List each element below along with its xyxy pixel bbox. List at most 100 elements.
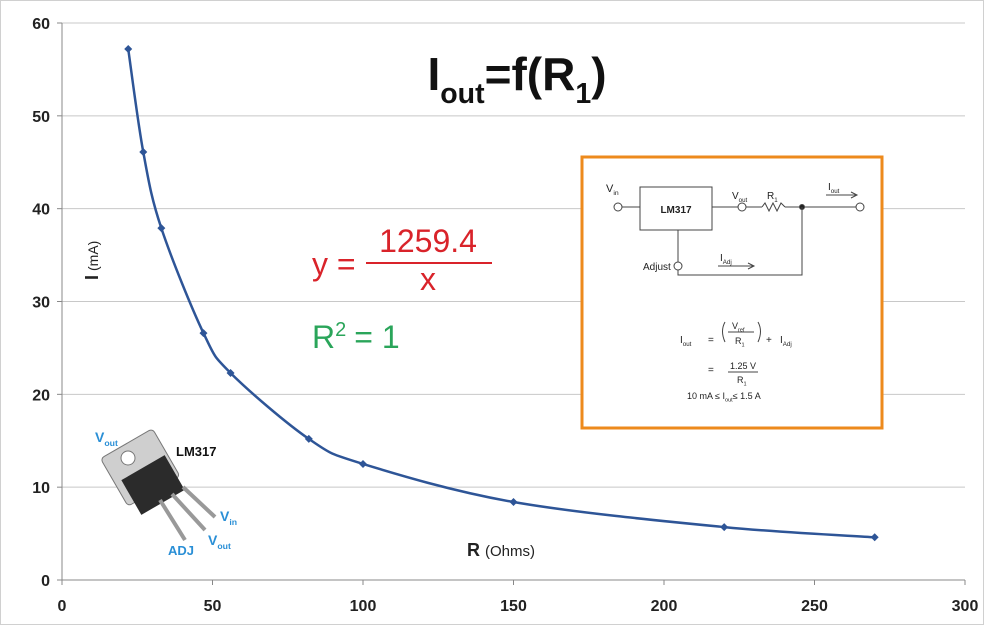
x-tick-label: 200	[651, 598, 678, 615]
formula-text: Vref	[732, 321, 745, 334]
x-tick-label: 300	[952, 598, 979, 615]
data-point	[304, 434, 313, 443]
data-point	[509, 498, 518, 507]
inset-label-part: out	[831, 188, 840, 195]
x-tick-label: 0	[58, 598, 67, 615]
formula-text-part: out	[683, 341, 692, 348]
chart-title-part: )	[591, 48, 606, 100]
data-point	[720, 523, 729, 532]
formula-text-part: 1	[742, 343, 745, 349]
formula-text: =	[708, 365, 714, 376]
chart-title-part: 1	[575, 78, 591, 110]
terminal	[613, 202, 623, 212]
inset-frame	[580, 155, 884, 430]
equation-lhs: y =	[312, 246, 356, 282]
inset-label-part: R	[767, 191, 774, 202]
wire	[677, 207, 803, 276]
formula-text-part: Adj	[783, 341, 792, 348]
chip-pin	[170, 492, 207, 532]
chip-label: LM317	[176, 444, 216, 459]
chip-label-part: out	[217, 541, 231, 551]
inset-label-part: out	[739, 197, 748, 204]
chart-title-part: =f(R	[485, 48, 576, 100]
y-tick-label: 0	[41, 573, 50, 590]
chip-pin	[181, 485, 217, 519]
chip-label-part: in	[229, 517, 237, 527]
data-point	[139, 148, 148, 157]
chip-pin	[158, 498, 187, 542]
equation-numerator: 1259.4	[379, 223, 477, 259]
formula-text: Iout	[680, 335, 692, 348]
r-squared-part: = 1	[354, 319, 399, 355]
x-axis-label-part: R	[467, 540, 480, 560]
inset-label: Vout	[732, 191, 748, 204]
inset-label: Iout	[828, 182, 840, 195]
y-tick-label: 20	[32, 387, 50, 404]
formula-text-part: R	[737, 375, 744, 385]
formula-text: 10 mA ≤ Iout≤ 1.5 A	[687, 391, 761, 404]
inset-label: R1	[767, 191, 778, 204]
r-squared-part: 2	[335, 319, 346, 341]
formula-text: IAdj	[780, 335, 792, 348]
formula-text: R1	[737, 375, 747, 388]
inset-label: LM317	[660, 205, 692, 216]
y-tick-label: 30	[32, 295, 50, 312]
y-tick-label: 60	[32, 16, 50, 33]
data-point	[124, 44, 133, 53]
inset-label-part: 1	[774, 197, 778, 204]
x-tick-label: 250	[801, 598, 828, 615]
x-tick-label: 100	[350, 598, 377, 615]
equation-denominator: x	[420, 261, 436, 297]
formula-text: =	[708, 335, 714, 346]
inset-label: Adjust	[643, 262, 671, 273]
inset-label-part: in	[613, 190, 619, 197]
data-point	[226, 368, 235, 377]
terminal	[737, 202, 747, 212]
formula-text-part: I	[780, 335, 783, 346]
data-point	[199, 329, 208, 338]
chip-body	[121, 455, 185, 515]
r-squared: R2 = 1	[312, 319, 400, 355]
y-axis-label: I (mA)	[82, 241, 102, 280]
y-tick-label: 50	[32, 109, 50, 126]
y-axis-label-part: (mA)	[85, 241, 101, 271]
chart-title-part: out	[440, 78, 485, 110]
x-axis-label-part: (Ohms)	[485, 543, 535, 560]
formula-text-part: R	[735, 336, 742, 346]
formula-text-part: I	[680, 335, 683, 346]
chip-label-part: V	[208, 532, 218, 548]
formula-text: +	[766, 335, 772, 346]
terminal	[855, 202, 865, 212]
paren	[722, 321, 761, 343]
formula-text-part: 10 mA ≤ I	[687, 391, 725, 401]
arrow-head	[850, 191, 859, 199]
inset-label-part: I	[720, 253, 723, 264]
r-squared-part: R	[312, 319, 335, 355]
inset-label-part: Adj	[723, 259, 732, 266]
chip-label: Vin	[220, 508, 237, 527]
y-tick-label: 10	[32, 480, 50, 497]
inset-label-part: I	[828, 182, 831, 193]
chip-photo	[101, 429, 217, 542]
inset-label-part: V	[606, 183, 614, 195]
y-tick-label: 40	[32, 202, 50, 219]
formula-text-part: ref	[738, 328, 745, 334]
x-tick-label: 50	[204, 598, 222, 615]
chart-title: Iout=f(R1)	[427, 48, 606, 110]
inset-label: IAdj	[720, 253, 732, 266]
resistor	[761, 201, 786, 213]
terminal	[673, 261, 683, 271]
x-tick-label: 150	[500, 598, 527, 615]
data-point	[157, 224, 166, 233]
inset-circuit	[580, 155, 884, 430]
chip-box	[639, 186, 713, 231]
chip-label-part: V	[220, 508, 230, 524]
formula-text-part: ≤ 1.5 A	[733, 391, 761, 401]
data-point	[359, 459, 367, 468]
chip-label: Vout	[95, 429, 118, 448]
chip-label: Vout	[208, 532, 231, 551]
formula-text-part: 1	[744, 382, 747, 388]
formula-text: 1.25 V	[730, 361, 756, 371]
